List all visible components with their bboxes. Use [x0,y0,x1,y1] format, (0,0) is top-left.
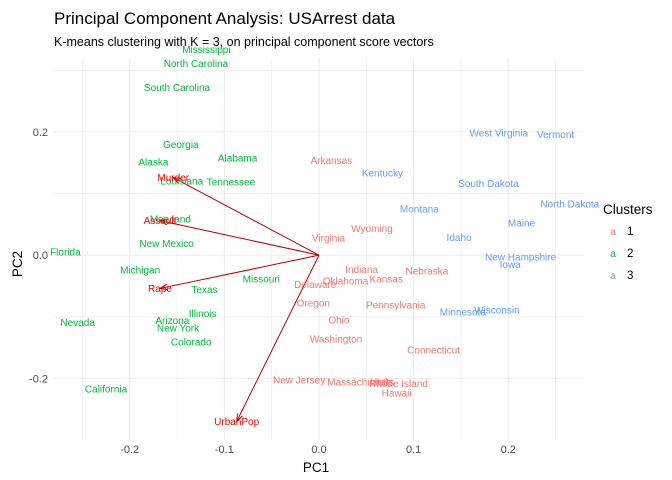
state-label-maryland: Maryland [150,214,191,225]
state-label-florida: Florida [50,248,81,259]
x-axis-title: PC1 [303,460,329,475]
state-label-wyoming: Wyoming [351,224,393,235]
state-label-south-dakota: South Dakota [458,179,519,190]
legend-label: 1 [627,226,633,238]
state-label-connecticut: Connecticut [407,346,460,357]
loading-arrow-murder [171,176,320,256]
legend-label: 3 [627,270,633,282]
loading-arrows [158,176,320,423]
state-label-utah: Utah [370,378,391,389]
state-label-rhode-island: Rhode Island [369,379,428,390]
state-label-colorado: Colorado [171,338,212,349]
loading-arrow-assault [158,219,320,256]
loading-arrow-urbanpop [236,254,320,423]
state-label-montana: Montana [400,204,439,215]
x-tick-label: -0.1 [215,444,234,456]
x-tick-label: 0.2 [501,444,516,456]
state-label-ohio: Ohio [328,315,350,326]
x-tick-label: 0.0 [311,444,326,456]
state-label-texas: Texas [191,285,217,296]
state-label-arizona: Arizona [155,316,189,327]
state-label-washington: Washington [310,334,362,345]
state-label-iowa: Iowa [500,260,522,271]
state-label-hawaii: Hawaii [382,389,412,400]
loading-label-rape: Rape [148,284,172,295]
state-label-south-carolina: South Carolina [144,83,211,94]
state-labels: Mississippi North Carolina South Carolina G… [50,45,600,400]
y-tick-label: 0.2 [33,127,48,139]
y-tick-label: 0.0 [33,250,48,262]
loading-label-assault: Assault [144,216,177,227]
state-label-missouri: Missouri [243,275,280,286]
y-tick-label: -0.2 [29,373,48,385]
legend-title: Clusters [603,202,653,217]
state-label-minnesota: Minnesota [440,307,487,318]
state-label-new-jersey: New Jersey [273,376,325,387]
state-label-alaska: Alaska [138,158,168,169]
axis-ticks: -0.2 -0.1 0.0 0.1 0.2 -0.2 0.0 0.2 [29,127,516,456]
state-label-pennsylvania: Pennsylvania [366,301,426,312]
state-label-west-virginia: West Virginia [470,129,529,140]
loading-labels: Murder Assault Rape UrbanPop [144,173,260,428]
state-label-indiana: Indiana [345,265,378,276]
x-tick-label: -0.2 [120,444,139,456]
state-label-arkansas: Arkansas [310,156,352,167]
state-label-wisconsin: Wisconsin [474,305,520,316]
legend-key: a [610,227,616,238]
state-label-nevada: Nevada [60,318,95,329]
state-label-new-hampshire: New Hampshire [485,253,557,264]
legend: Clusters a 1a 2a 3 [603,202,653,282]
state-label-north-dakota: North Dakota [540,200,599,211]
state-label-alabama: Alabama [218,153,258,164]
state-label-north-carolina: North Carolina [164,59,229,70]
state-label-kansas: Kansas [370,275,403,286]
chart-title: Principal Component Analysis: USArrest d… [54,9,396,28]
loading-label-murder: Murder [157,173,189,184]
state-label-new-york: New York [157,323,200,334]
state-label-new-mexico: New Mexico [139,239,194,250]
state-label-michigan: Michigan [120,265,160,276]
state-label-california: California [85,384,128,395]
loading-label-urbanpop: UrbanPop [214,417,259,428]
state-label-idaho: Idaho [447,233,472,244]
state-label-massachusetts: Massachusetts [327,378,394,389]
x-tick-label: 0.1 [406,444,421,456]
state-label-louisiana: Louisiana [160,177,203,188]
state-label-delaware: Delaware [294,280,337,291]
legend-key: a [610,271,616,282]
state-label-oregon: Oregon [297,299,330,310]
legend-label: 2 [627,248,633,260]
legend-key: a [610,249,616,260]
state-label-kentucky: Kentucky [362,169,403,180]
state-label-tennessee: Tennessee [207,177,256,188]
chart-subtitle: K-means clustering with K = 3, on princi… [54,35,434,49]
state-label-oklahoma: Oklahoma [323,277,369,288]
state-label-maine: Maine [508,219,536,230]
state-label-virginia: Virginia [312,233,346,244]
state-label-illinois: Illinois [189,309,217,320]
y-axis-title: PC2 [10,251,25,277]
state-label-nebraska: Nebraska [405,267,448,278]
state-label-mississippi: Mississippi [182,45,230,56]
loading-arrow-rape [158,254,320,291]
state-label-georgia: Georgia [163,140,199,151]
state-label-vermont: Vermont [537,130,574,141]
